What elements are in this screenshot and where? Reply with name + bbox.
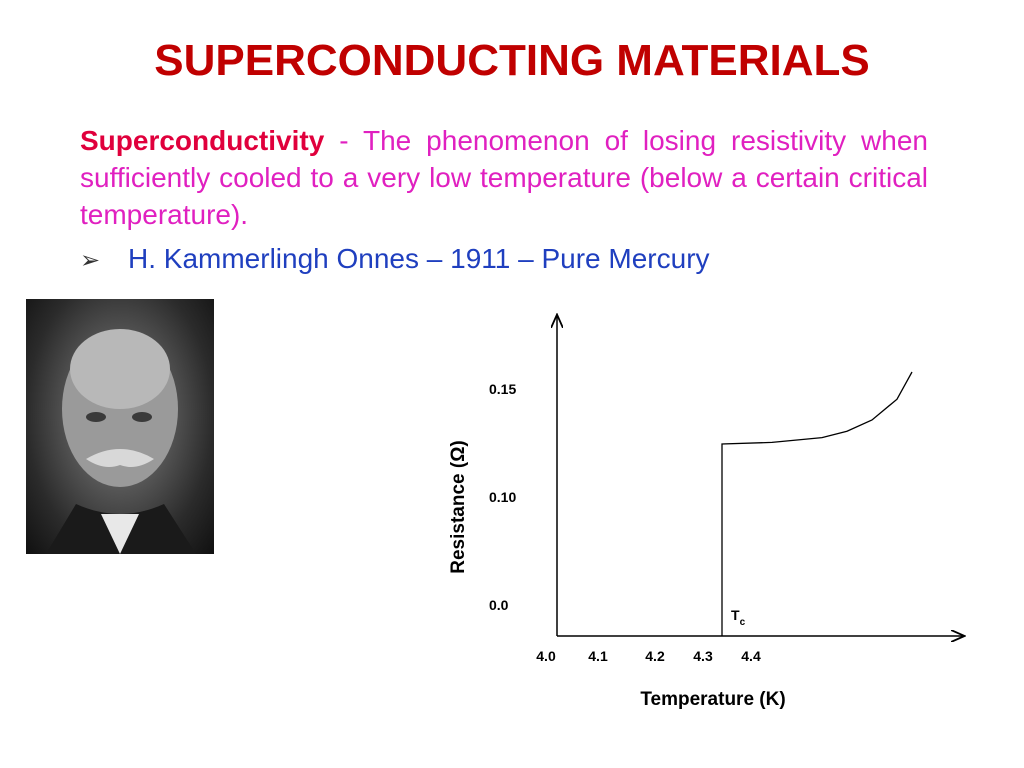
arrow-bullet-icon: ➢	[80, 247, 101, 274]
definition-text: The phenomenon of losing resistivity whe…	[80, 125, 928, 230]
x-tick-label: 4.2	[645, 648, 665, 664]
y-axis-label: Resistance (Ω)	[448, 440, 469, 574]
bullet-text: H. Kammerlingh Onnes – 1911 – Pure Mercu…	[128, 243, 710, 274]
x-tick-label: 4.0	[536, 648, 556, 664]
x-tick-label: 4.4	[741, 648, 761, 664]
bullet-item: ➢ H. Kammerlingh Onnes – 1911 – Pure Merc…	[80, 243, 710, 275]
tc-annotation: Tc	[731, 607, 746, 628]
slide-title: SUPERCONDUCTING MATERIALS	[154, 36, 870, 85]
definition-term: Superconductivity	[80, 125, 325, 156]
x-tick-label: 4.1	[588, 648, 608, 664]
y-tick-label: 0.10	[489, 489, 516, 505]
portrait-photo	[26, 299, 214, 554]
x-tick-label: 4.3	[693, 648, 713, 664]
y-tick-label: 0.0	[489, 597, 509, 613]
resistance-curve	[721, 371, 913, 636]
x-axis-label: Temperature (K)	[640, 689, 785, 710]
y-tick-label: 0.15	[489, 381, 516, 397]
definition-paragraph: Superconductivity - The phenomenon of lo…	[80, 122, 928, 233]
definition-separator: -	[324, 125, 363, 156]
